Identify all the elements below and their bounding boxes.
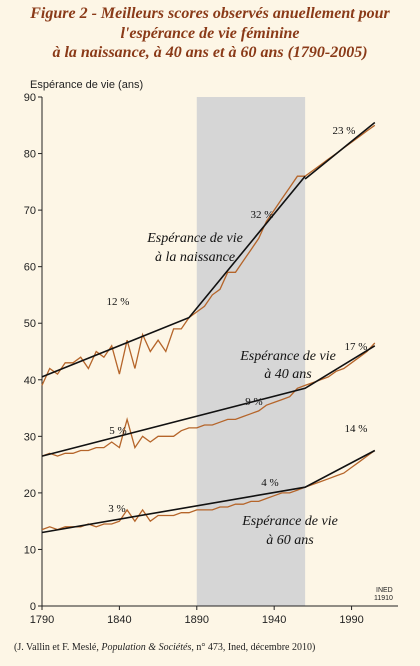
x-tick-label: 1790 (30, 614, 54, 626)
y-tick-label: 90 (24, 92, 36, 104)
growth-label: 14 % (345, 423, 368, 435)
growth-label: 23 % (333, 125, 356, 137)
growth-label: 12 % (107, 296, 130, 308)
y-tick-label: 20 (24, 488, 36, 500)
series-label: à 60 ans (266, 533, 314, 548)
growth-label: 9 % (245, 396, 262, 408)
y-axis-label: Espérance de vie (ans) (30, 79, 143, 91)
title: Figure 2 - Meilleurs scores observés anu… (29, 5, 390, 22)
source: (J. Vallin et F. Meslé, Population & Soc… (14, 642, 315, 653)
source-part: , n° 473, Ined, décembre 2010) (191, 642, 315, 653)
growth-label: 3 % (108, 503, 125, 515)
source-part: Population & Sociétés (100, 642, 191, 653)
code: INED (376, 587, 393, 594)
x-tick-label: 1890 (185, 614, 209, 626)
source-part: (J. Vallin et F. Meslé, (14, 642, 101, 653)
growth-label: 17 % (345, 341, 368, 353)
growth-label: 4 % (261, 477, 278, 489)
x-tick-label: 1840 (107, 614, 131, 626)
observed-line (41, 449, 376, 531)
growth-label: 5 % (109, 425, 126, 437)
y-tick-label: 0 (30, 601, 36, 613)
growth-label: 32 % (251, 209, 274, 221)
series-label: Espérance de vie (239, 349, 336, 364)
trend-line (41, 449, 376, 534)
y-tick-label: 40 (24, 375, 36, 387)
y-tick-label: 10 (24, 544, 36, 556)
shaded-period (196, 97, 306, 606)
y-tick-label: 70 (24, 205, 36, 217)
y-tick-label: 80 (24, 149, 36, 161)
title: l'espérance de vie féminine (120, 25, 299, 42)
title: à la naissance, à 40 ans et à 60 ans (17… (52, 44, 367, 61)
observed-line (41, 124, 376, 386)
trend-line (41, 121, 376, 378)
y-tick-label: 60 (24, 262, 36, 274)
x-tick-label: 1990 (339, 614, 363, 626)
series-label: Espérance de vie (241, 514, 338, 529)
x-tick-label: 1940 (262, 614, 286, 626)
code: 11910 (374, 595, 393, 602)
series-label: à la naissance (155, 250, 235, 265)
trend-line (41, 345, 376, 457)
y-tick-label: 30 (24, 431, 36, 443)
series-label: à 40 ans (264, 367, 312, 382)
series-label: Espérance de vie (146, 231, 243, 246)
y-tick-label: 50 (24, 318, 36, 330)
